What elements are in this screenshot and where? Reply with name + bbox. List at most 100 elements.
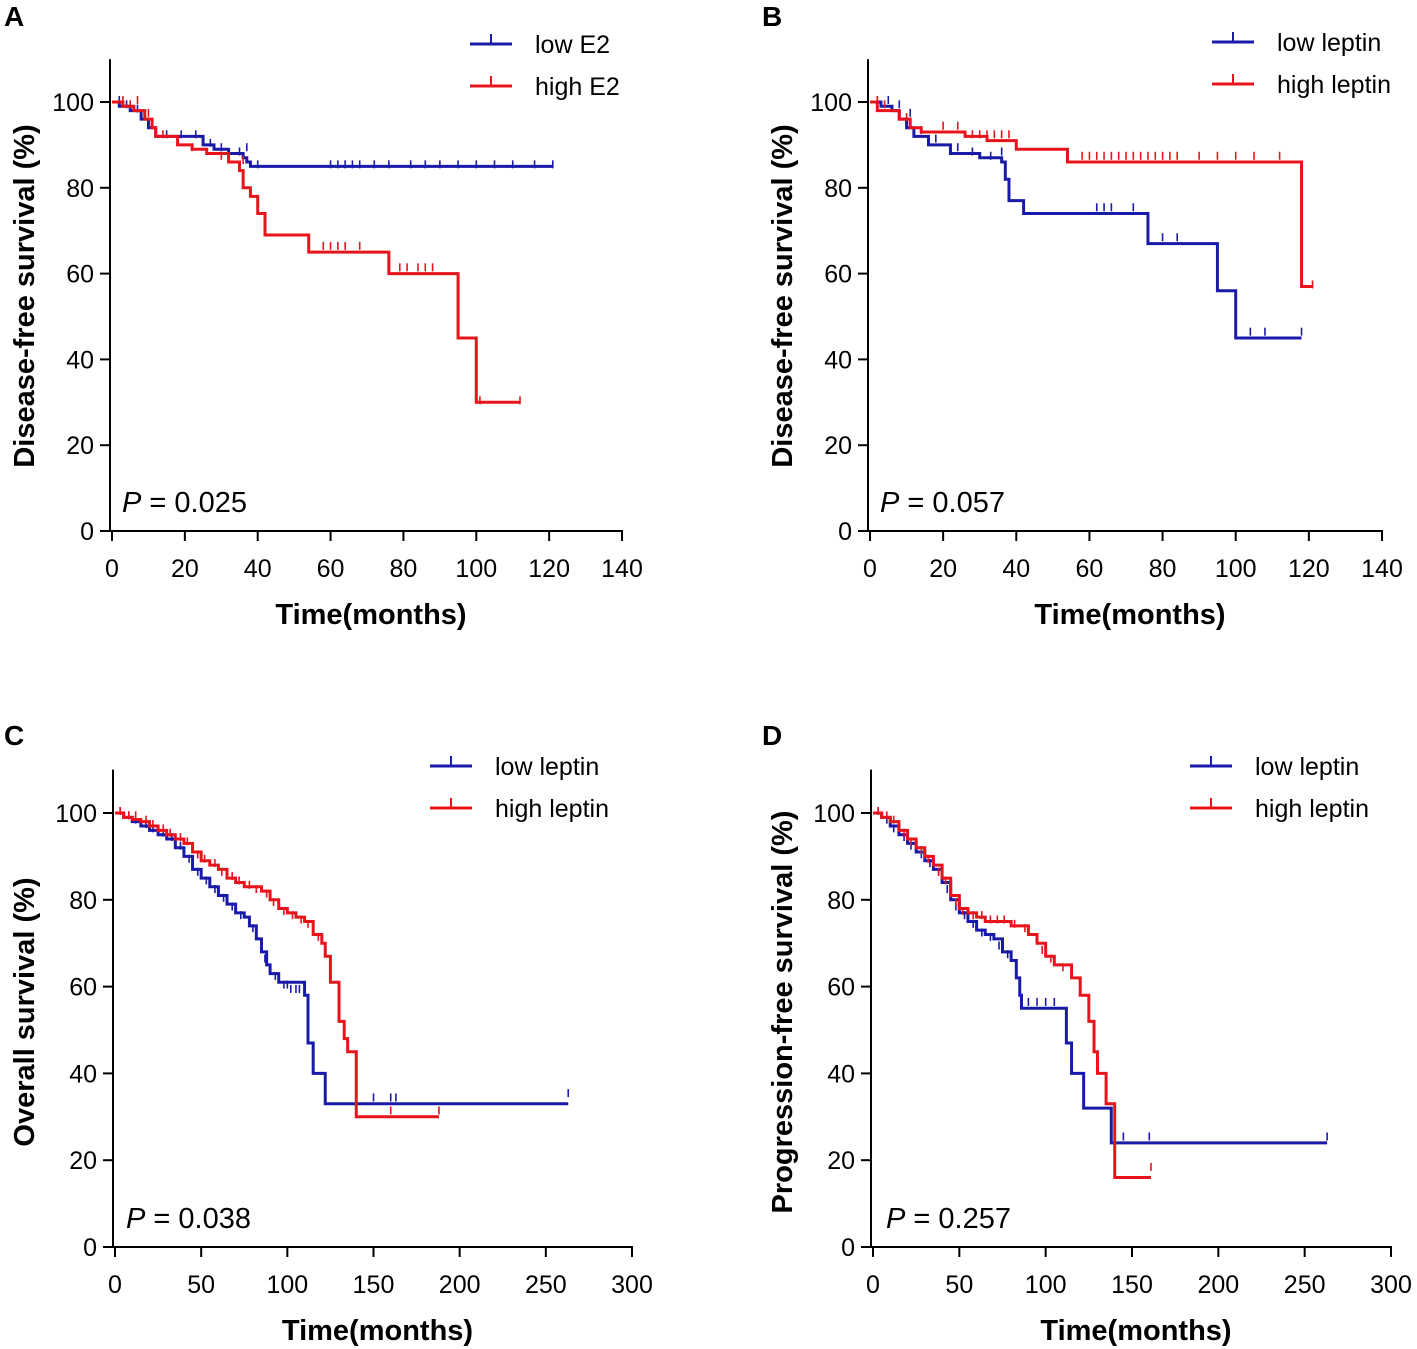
y-tick-label: 20 [827,1147,855,1175]
x-tick-label: 60 [1076,555,1104,583]
y-axis-title: Progression-free survival (%) [767,811,799,1214]
x-tick-label: 100 [455,555,497,583]
x-axis-title: Time(months) [1034,599,1225,631]
x-tick-label: 250 [1284,1271,1326,1299]
y-tick-label: 60 [69,974,97,1002]
legend-label: low leptin [1277,29,1381,57]
x-tick-label: 50 [187,1271,215,1299]
panel-d: D 0 20 40 60 80 100 0 50 100 150 200 250 300 Time(mont… [762,720,1412,1347]
x-tick-label: 40 [244,555,272,583]
y-tick-label: 80 [827,887,855,915]
panel-letter: D [762,720,782,751]
y-tick-label: 20 [824,432,852,460]
y-tick-label: 60 [66,261,94,289]
survival-curve [115,811,439,1119]
panel-b: B 0 20 40 60 80 100 0 20 40 60 80 100 120 140 Time(mont… [762,1,1403,631]
series-high-leptin [870,96,1314,289]
x-tick-label: 80 [390,555,418,583]
series-low-leptin [873,807,1328,1145]
x-tick-label: 200 [1197,1271,1239,1299]
legend-label: low leptin [495,753,599,781]
y-axis-title: Disease-free survival (%) [9,124,41,467]
p-value-number: = 0.025 [141,487,247,519]
survival-curve [115,811,569,1106]
y-tick-label: 80 [69,887,97,915]
y-tick-label: 60 [824,261,852,289]
y-tick-label: 40 [69,1060,97,1088]
series-high-leptin [873,807,1152,1180]
p-value-annotation: P = 0.257 [886,1203,1011,1235]
x-tick-label: 20 [929,555,957,583]
p-value-annotation: P = 0.057 [880,487,1005,519]
x-tick-label: 150 [353,1271,395,1299]
x-axis-title: Time(months) [1040,1315,1231,1347]
x-tick-label: 0 [108,1271,122,1299]
p-value-symbol: P [886,1203,906,1235]
survival-curve [873,811,1328,1145]
survival-curve [873,811,1151,1180]
x-axis-title: Time(months) [275,599,466,631]
y-tick-label: 0 [838,518,852,546]
p-value-annotation: P = 0.038 [126,1203,251,1235]
p-value-symbol: P [122,487,142,519]
y-tick-label: 60 [827,974,855,1002]
survival-curve [870,100,1313,288]
y-tick-label: 100 [52,89,94,117]
legend-label: low leptin [1255,753,1359,781]
legend-label: high leptin [1255,795,1369,823]
x-tick-label: 50 [945,1271,973,1299]
x-axis-title: Time(months) [282,1315,473,1347]
x-tick-label: 100 [1215,555,1257,583]
series-high-leptin [115,807,440,1119]
y-tick-label: 40 [66,346,94,374]
legend-label: high E2 [535,73,620,101]
panel-a: A 0 20 40 60 80 100 0 20 40 60 80 100 120 140 Time(mont… [4,1,643,631]
x-tick-label: 0 [105,555,119,583]
x-tick-label: 80 [1149,555,1177,583]
y-tick-label: 0 [83,1234,97,1262]
x-tick-label: 0 [866,1271,880,1299]
p-value-symbol: P [880,487,900,519]
x-tick-label: 300 [1370,1271,1412,1299]
p-value-symbol: P [126,1203,146,1235]
panel-c: C 0 20 40 60 80 100 0 50 100 150 200 250 300 Time(mont… [4,720,653,1347]
survival-curve [870,100,1302,340]
x-tick-label: 250 [525,1271,567,1299]
y-tick-label: 40 [824,346,852,374]
x-tick-label: 0 [863,555,877,583]
y-axis-title: Disease-free survival (%) [767,124,799,467]
y-tick-label: 20 [66,432,94,460]
p-value-number: = 0.057 [899,487,1005,519]
x-tick-label: 100 [266,1271,308,1299]
survival-curve [112,100,553,168]
legend-label: high leptin [495,795,609,823]
y-axis-title: Overall survival (%) [9,877,41,1146]
x-tick-label: 40 [1002,555,1030,583]
x-tick-label: 20 [171,555,199,583]
panel-letter: C [4,720,24,751]
legend-label: high leptin [1277,71,1391,99]
series-low-E2 [112,96,554,169]
x-tick-label: 150 [1111,1271,1153,1299]
x-tick-label: 140 [1361,555,1403,583]
x-tick-label: 200 [439,1271,481,1299]
panel-letter: A [4,1,24,32]
panel-letter: B [762,1,782,32]
x-tick-label: 300 [611,1271,653,1299]
series-high-E2 [112,96,521,405]
x-tick-label: 140 [601,555,643,583]
y-tick-label: 20 [69,1147,97,1175]
y-tick-label: 40 [827,1060,855,1088]
p-value-number: = 0.038 [145,1203,251,1235]
y-tick-label: 80 [824,175,852,203]
x-tick-label: 100 [1025,1271,1067,1299]
survival-curve [112,100,520,404]
y-tick-label: 100 [813,800,855,828]
y-tick-label: 100 [810,89,852,117]
y-tick-label: 100 [55,800,97,828]
legend-label: low E2 [535,31,610,59]
y-tick-label: 80 [66,175,94,203]
p-value-annotation: P = 0.025 [122,487,247,519]
x-tick-label: 60 [317,555,345,583]
